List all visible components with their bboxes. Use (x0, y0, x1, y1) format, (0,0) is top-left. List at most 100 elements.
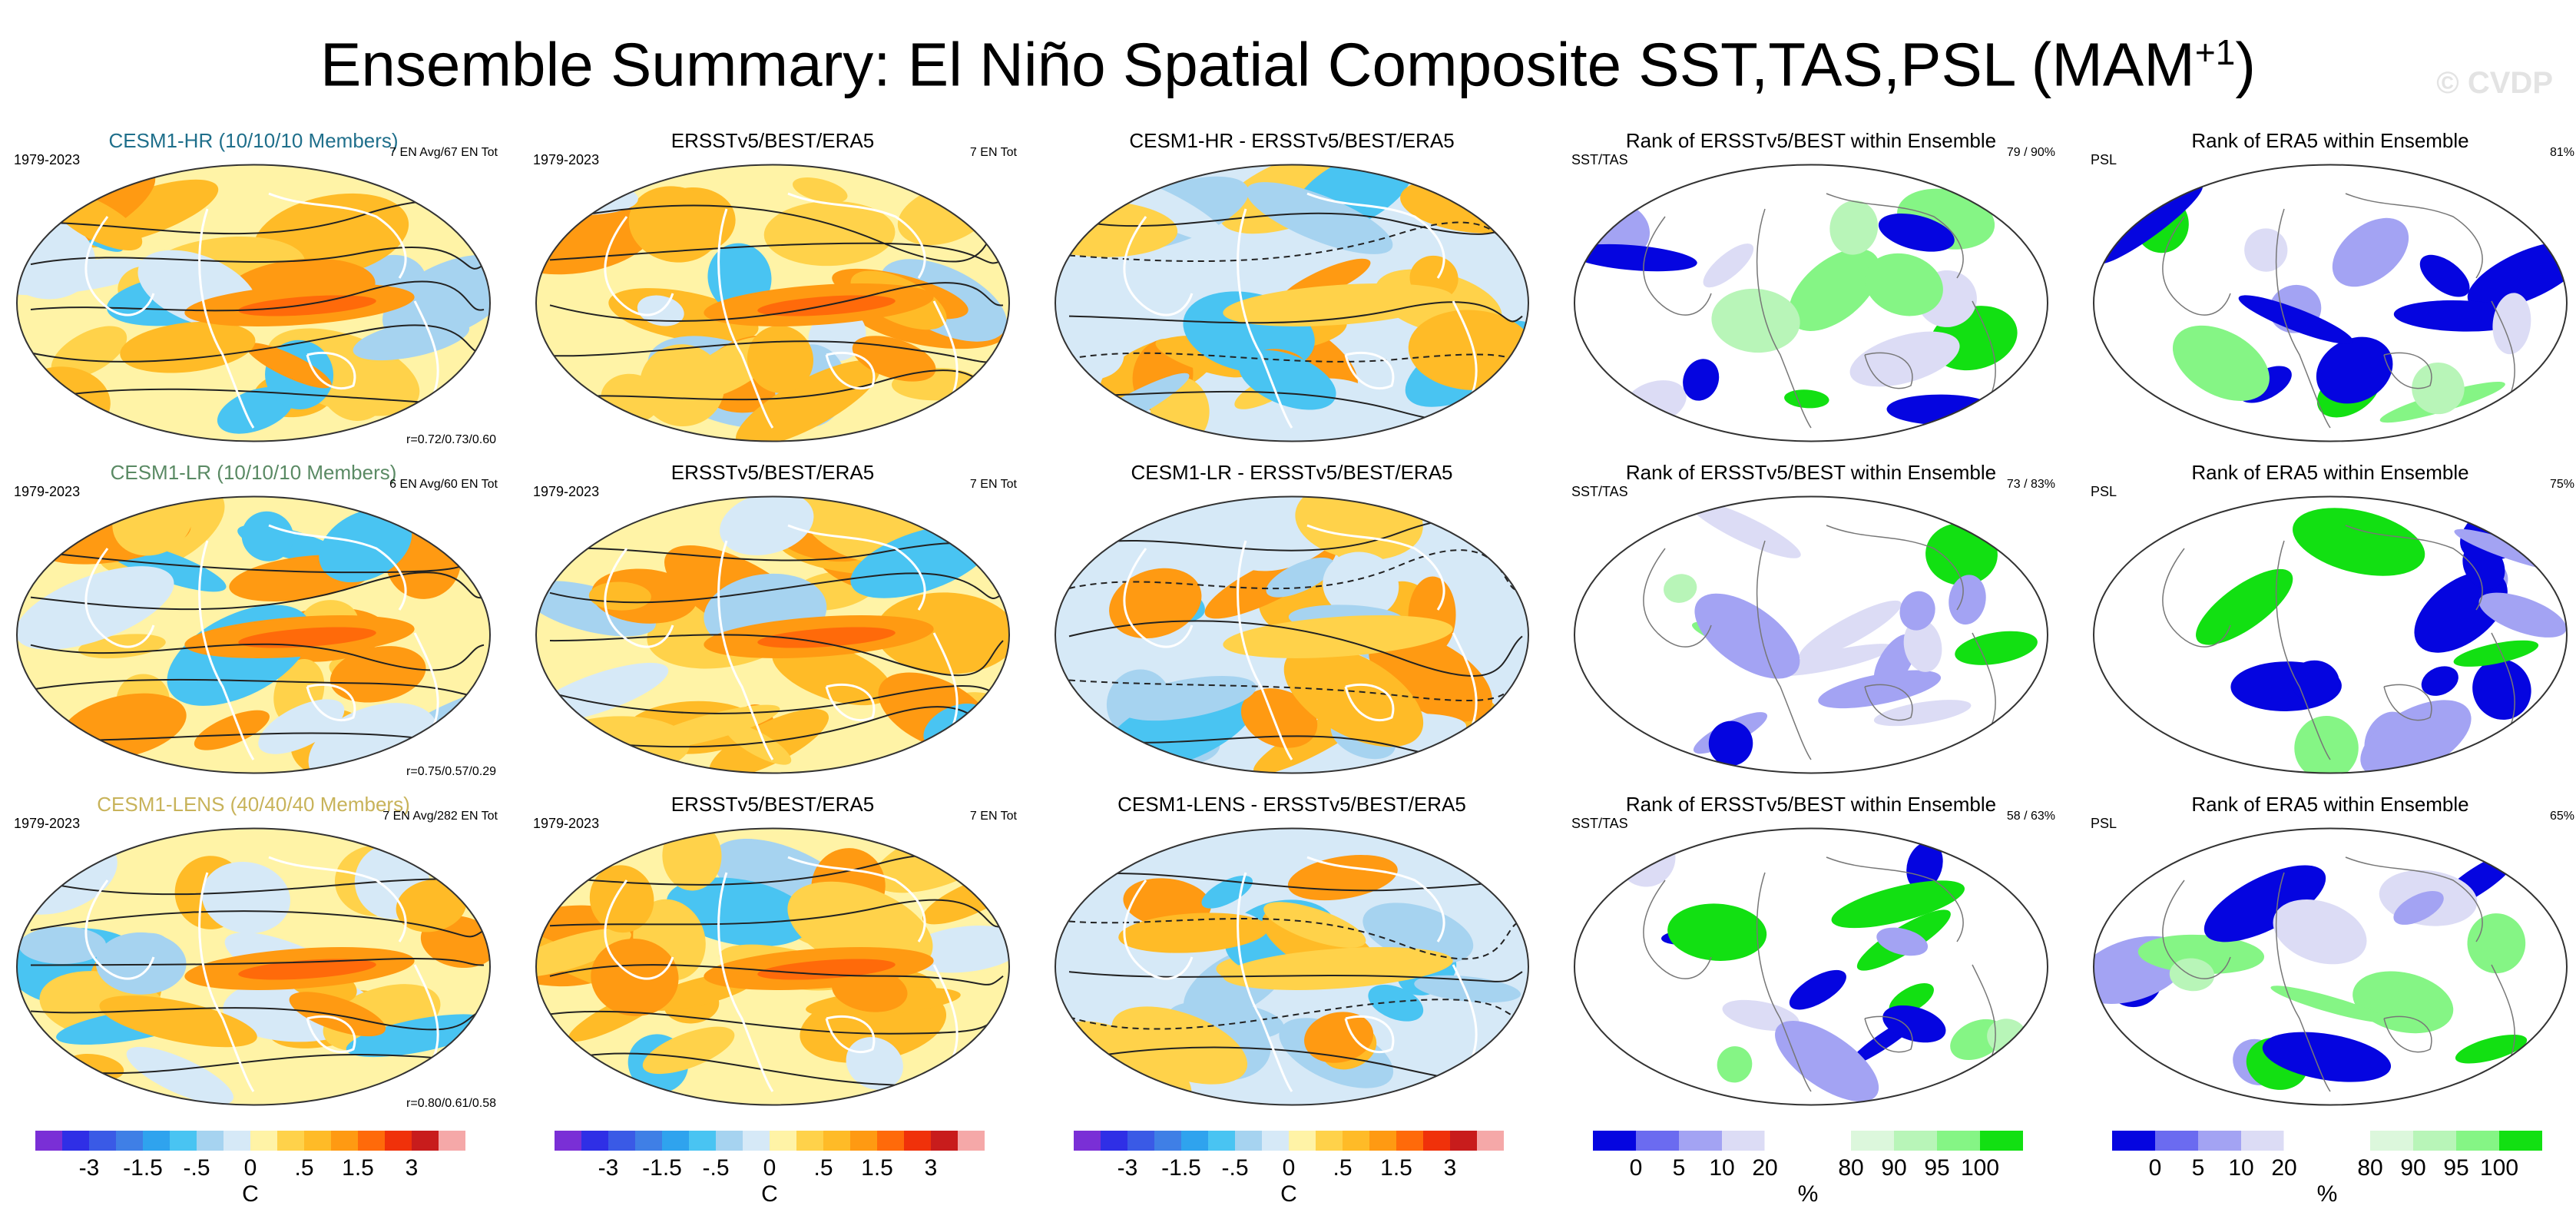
colorbar-box (1101, 1131, 1127, 1151)
rank-region (1694, 593, 1800, 679)
rank-region (2294, 716, 2359, 773)
rank-region (2316, 336, 2393, 404)
map-plot (535, 827, 1010, 1106)
colorbar-box (116, 1131, 143, 1151)
anomaly-region (1155, 338, 1249, 378)
coastline (1643, 879, 1712, 979)
colorbar-tick-label: 0 (763, 1155, 776, 1181)
colorbar-tick-label: 95 (2443, 1155, 2469, 1181)
panel-title: ERSSTv5/BEST/ERA5 (670, 793, 875, 816)
colorbar-tick-label: 3 (405, 1155, 419, 1181)
rank-region (2204, 865, 2326, 942)
colorbar-tick-label: -.5 (702, 1155, 730, 1181)
coastline (1864, 1015, 1913, 1053)
rank-region (2238, 295, 2353, 344)
coastline (1826, 193, 1964, 279)
rank-region (1882, 1005, 1946, 1043)
colorbar-box (1937, 1131, 1980, 1151)
colorbar-tick-label: 10 (1709, 1155, 1735, 1181)
colorbar-box (1980, 1131, 2023, 1151)
coastline (2275, 872, 2331, 1092)
coastline (604, 216, 674, 316)
coastline (2162, 216, 2231, 316)
anomaly-region (1240, 688, 1318, 748)
colorbar-box (385, 1131, 412, 1151)
map-panel-r2-c4: Rank of ERSSTv5/BEST within Ensemble SST/… (1565, 461, 2057, 783)
anomaly-region (846, 1037, 903, 1090)
rank-region (1864, 253, 1943, 316)
coastline (787, 192, 926, 279)
equatorial-pacific-core (757, 627, 896, 648)
coastline (1344, 683, 1395, 722)
psl-contour (30, 910, 485, 938)
anomaly-region (217, 386, 294, 434)
rank-region (1903, 619, 1942, 672)
psl-contour (549, 685, 1004, 714)
rank-region (2412, 363, 2465, 415)
colorbar-box (35, 1131, 62, 1151)
colorbar-box (2198, 1131, 2241, 1151)
psl-contour (1068, 549, 1523, 591)
psl-contour (30, 958, 485, 966)
colorbar-box (1423, 1131, 1450, 1151)
anomaly-region (18, 926, 107, 965)
map-plot (1574, 495, 2048, 774)
coastline (932, 632, 959, 726)
panel-title: ERSSTv5/BEST/ERA5 (670, 129, 875, 152)
panel-left-label: PSL (2091, 816, 2117, 831)
map-panel-r1-c4: Rank of ERSSTv5/BEST within Ensemble SST/… (1565, 129, 2057, 452)
coastline (2345, 856, 2483, 942)
panel-left-label: PSL (2091, 484, 2117, 499)
anomaly-region (1266, 557, 1335, 598)
coastline (787, 524, 926, 611)
anomaly-region (536, 928, 631, 978)
psl-contour (1068, 917, 1523, 960)
panel-left-label: SST/TAS (1571, 484, 1628, 499)
map-border (2093, 827, 2568, 1106)
colorbar-tick-label: -.5 (183, 1155, 210, 1181)
colorbar-tick-label: -1.5 (123, 1155, 163, 1181)
anomaly-region (329, 646, 426, 703)
colorbar-boxes (555, 1131, 985, 1151)
rank-region (2421, 666, 2458, 696)
coastline (306, 1015, 356, 1054)
map-plot (535, 164, 1010, 442)
coastline (198, 872, 255, 1092)
colorbar-tick-label: -1.5 (642, 1155, 682, 1181)
colorbar-1: -3 -1.5 -.5 0 .5 1.5 3 C (35, 1131, 465, 1215)
coastline (1643, 548, 1712, 648)
coastline (1972, 964, 1996, 1058)
panel-right-label: 81% (2549, 146, 2574, 159)
coastline (1864, 684, 1913, 721)
colorbar-box (439, 1131, 465, 1151)
colorbar-box (716, 1131, 743, 1151)
coastline (2383, 684, 2432, 721)
psl-contour (30, 246, 485, 270)
coastline (932, 300, 959, 394)
map-panel-r3-c4: Rank of ERSSTv5/BEST within Ensemble SST/… (1565, 793, 2057, 1115)
map-border (2093, 495, 2568, 774)
psl-contour (1068, 620, 1523, 677)
coastline (2491, 300, 2515, 394)
map-field (1574, 828, 2048, 1105)
coastline (2275, 208, 2331, 429)
psl-contour (1068, 352, 1523, 363)
rank-region (1722, 999, 1800, 1032)
rank-region (2393, 890, 2444, 925)
panel-title: Rank of ERSSTv5/BEST within Ensemble (1625, 461, 1997, 484)
panel-right-label: 73 / 83% (2006, 478, 2055, 491)
equatorial-pacific-core (757, 959, 896, 980)
rank-region (2472, 659, 2531, 720)
coastline (2383, 352, 2432, 389)
colorbar-tick-label: 3 (1443, 1155, 1457, 1181)
colorbar-box (2112, 1131, 2155, 1151)
map-panel-r1-c3: CESM1-HR - ERSSTv5/BEST/ERA5 (1046, 129, 1538, 452)
colorbar-box (1235, 1131, 1262, 1151)
colorbar-box (877, 1131, 904, 1151)
coastline (413, 300, 439, 394)
colorbar-tick-label: 20 (1752, 1155, 1778, 1181)
rank-region (1949, 575, 1986, 625)
rank-region (1789, 969, 1846, 1010)
rank-region (2262, 1032, 2392, 1082)
coastline (2383, 1015, 2432, 1053)
